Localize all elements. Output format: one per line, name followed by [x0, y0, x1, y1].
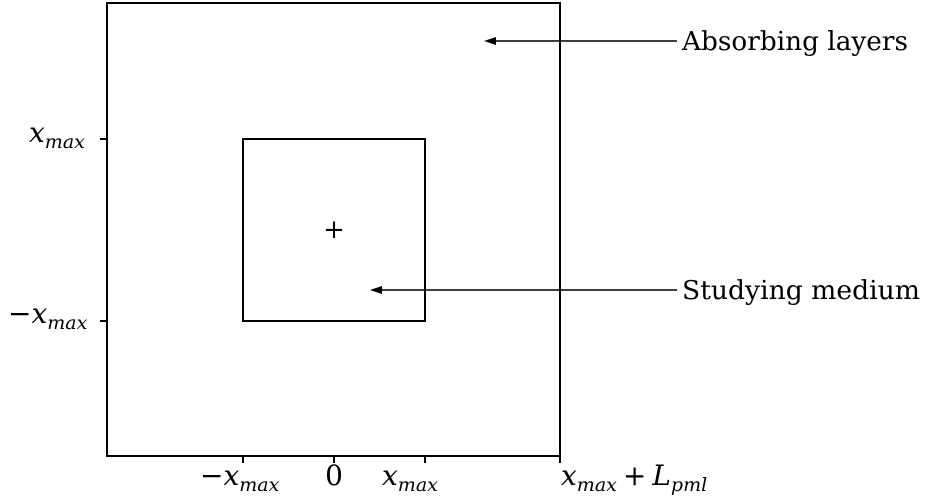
x-label-zero: 0 — [325, 459, 343, 492]
studying-medium-arrow-head — [370, 286, 382, 294]
center-marker: + — [323, 215, 345, 245]
x-label-xmax: xmax — [382, 459, 438, 496]
studying-medium-label: Studying medium — [682, 276, 920, 306]
x-label-minus-xmax: −xmax — [200, 459, 280, 496]
x-label-xmax-plus-lpml: xmax + Lpml — [561, 459, 707, 496]
y-label-minus-xmax: −xmax — [8, 297, 88, 334]
absorbing-layers-arrow-head — [484, 37, 496, 45]
absorbing-layers-label: Absorbing layers — [681, 27, 908, 57]
inner-domain-boundary — [242, 138, 426, 322]
y-label-xmax: xmax — [29, 116, 85, 153]
